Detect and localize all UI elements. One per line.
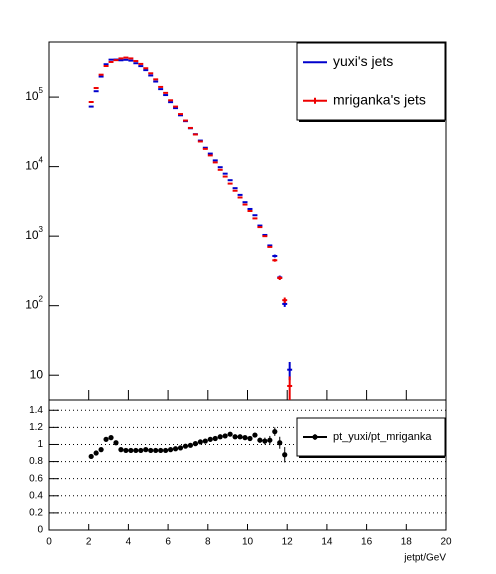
y-tick-label: 0.6 [29,473,43,484]
legend-marker [312,434,318,440]
legend-label: mriganka's jets [333,91,426,107]
tick-base: 10 [25,298,39,312]
x-axis-title: jetpt/GeV [403,553,446,564]
y-tick-label: 1 [37,439,43,450]
x-tick-label: 16 [361,537,373,548]
x-tick-label: 14 [321,537,333,548]
x-tick-label: 6 [165,537,171,548]
y-tick-label: 103 [25,225,43,242]
tick-base: 10 [25,228,39,242]
y-tick-label: 0.2 [29,508,43,519]
y-tick-label: 1.4 [29,405,43,416]
tick-exponent: 5 [39,86,44,95]
y-tick-label: 0.4 [29,490,43,501]
y-tick-label: 1.2 [29,422,43,433]
x-tick-label: 10 [242,537,254,548]
legend-label: yuxi's jets [333,53,393,69]
tick-exponent: 3 [39,225,44,234]
y-tick-label: 0.8 [29,456,43,467]
tick-base: 10 [25,159,39,173]
tick-exponent: 2 [39,295,44,304]
x-tick-label: 0 [46,537,52,548]
y-tick-label: 10 [30,367,44,381]
x-tick-label: 20 [440,537,452,548]
y-tick-label: 102 [25,295,43,312]
x-tick-label: 18 [401,537,413,548]
y-tick-label: 0 [37,525,43,536]
x-tick-label: 4 [126,537,132,548]
y-tick-label: 104 [25,156,43,173]
x-tick-label: 12 [282,537,294,548]
legend-box [296,42,446,121]
y-tick-label: 105 [25,86,43,103]
x-tick-label: 2 [86,537,92,548]
tick-base: 10 [25,89,39,103]
legend-label: pt_yuxi/pt_mriganka [333,431,432,443]
tick-exponent: 4 [39,156,44,165]
x-tick-label: 8 [205,537,211,548]
